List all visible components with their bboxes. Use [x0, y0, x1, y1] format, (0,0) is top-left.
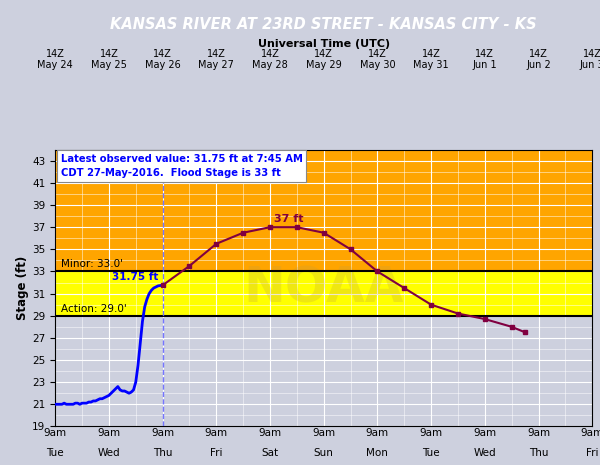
Bar — [55, 316, 592, 426]
Text: Jun 2: Jun 2 — [526, 60, 551, 70]
Text: Thu: Thu — [153, 448, 172, 458]
Text: 14Z: 14Z — [314, 49, 333, 59]
Text: Tue: Tue — [46, 448, 64, 458]
Text: Jun 1: Jun 1 — [472, 60, 497, 70]
Text: 14Z: 14Z — [422, 49, 440, 59]
Text: May 28: May 28 — [252, 60, 288, 70]
Text: KANSAS RIVER AT 23RD STREET - KANSAS CITY - KS: KANSAS RIVER AT 23RD STREET - KANSAS CIT… — [110, 17, 537, 32]
Text: May 24: May 24 — [37, 60, 73, 70]
Text: Latest observed value: 31.75 ft at 7:45 AM
CDT 27-May-2016.  Flood Stage is 33 f: Latest observed value: 31.75 ft at 7:45 … — [61, 154, 302, 178]
Text: 9am: 9am — [151, 428, 174, 438]
Text: 14Z: 14Z — [207, 49, 226, 59]
Text: Sat: Sat — [262, 448, 278, 458]
Text: 9am: 9am — [312, 428, 335, 438]
Y-axis label: Stage (ft): Stage (ft) — [16, 256, 29, 320]
Text: 14Z: 14Z — [583, 49, 600, 59]
Text: May 26: May 26 — [145, 60, 181, 70]
Text: 14Z: 14Z — [260, 49, 280, 59]
Text: 37 ft: 37 ft — [274, 214, 304, 224]
Text: Sun: Sun — [314, 448, 334, 458]
Text: 14Z: 14Z — [475, 49, 494, 59]
Text: 9am: 9am — [419, 428, 443, 438]
Text: Fri: Fri — [210, 448, 223, 458]
Text: 9am: 9am — [473, 428, 496, 438]
Text: 14Z: 14Z — [46, 49, 65, 59]
Text: NOAA: NOAA — [244, 264, 404, 312]
Text: May 30: May 30 — [359, 60, 395, 70]
Text: 14Z: 14Z — [368, 49, 387, 59]
Text: 14Z: 14Z — [529, 49, 548, 59]
Text: 9am: 9am — [527, 428, 550, 438]
Text: 14Z: 14Z — [153, 49, 172, 59]
Text: May 27: May 27 — [199, 60, 234, 70]
Bar — [55, 272, 592, 316]
Text: Jun 3: Jun 3 — [580, 60, 600, 70]
Text: 9am: 9am — [259, 428, 281, 438]
Text: 9am: 9am — [97, 428, 121, 438]
Text: Universal Time (UTC): Universal Time (UTC) — [257, 39, 390, 48]
Text: Tue: Tue — [422, 448, 440, 458]
Text: Fri: Fri — [586, 448, 598, 458]
Text: Wed: Wed — [98, 448, 120, 458]
Text: Minor: 33.0': Minor: 33.0' — [61, 259, 122, 269]
Text: 9am: 9am — [581, 428, 600, 438]
Text: May 31: May 31 — [413, 60, 449, 70]
Text: Mon: Mon — [367, 448, 388, 458]
Text: Thu: Thu — [529, 448, 548, 458]
Text: May 25: May 25 — [91, 60, 127, 70]
Text: May 29: May 29 — [306, 60, 341, 70]
Text: 9am: 9am — [366, 428, 389, 438]
Text: Action: 29.0': Action: 29.0' — [61, 304, 127, 313]
Text: Wed: Wed — [473, 448, 496, 458]
Text: 9am: 9am — [44, 428, 67, 438]
Text: 9am: 9am — [205, 428, 228, 438]
Text: 14Z: 14Z — [100, 49, 118, 59]
Text: 31.75 ft: 31.75 ft — [112, 272, 158, 282]
Bar — [55, 150, 592, 272]
